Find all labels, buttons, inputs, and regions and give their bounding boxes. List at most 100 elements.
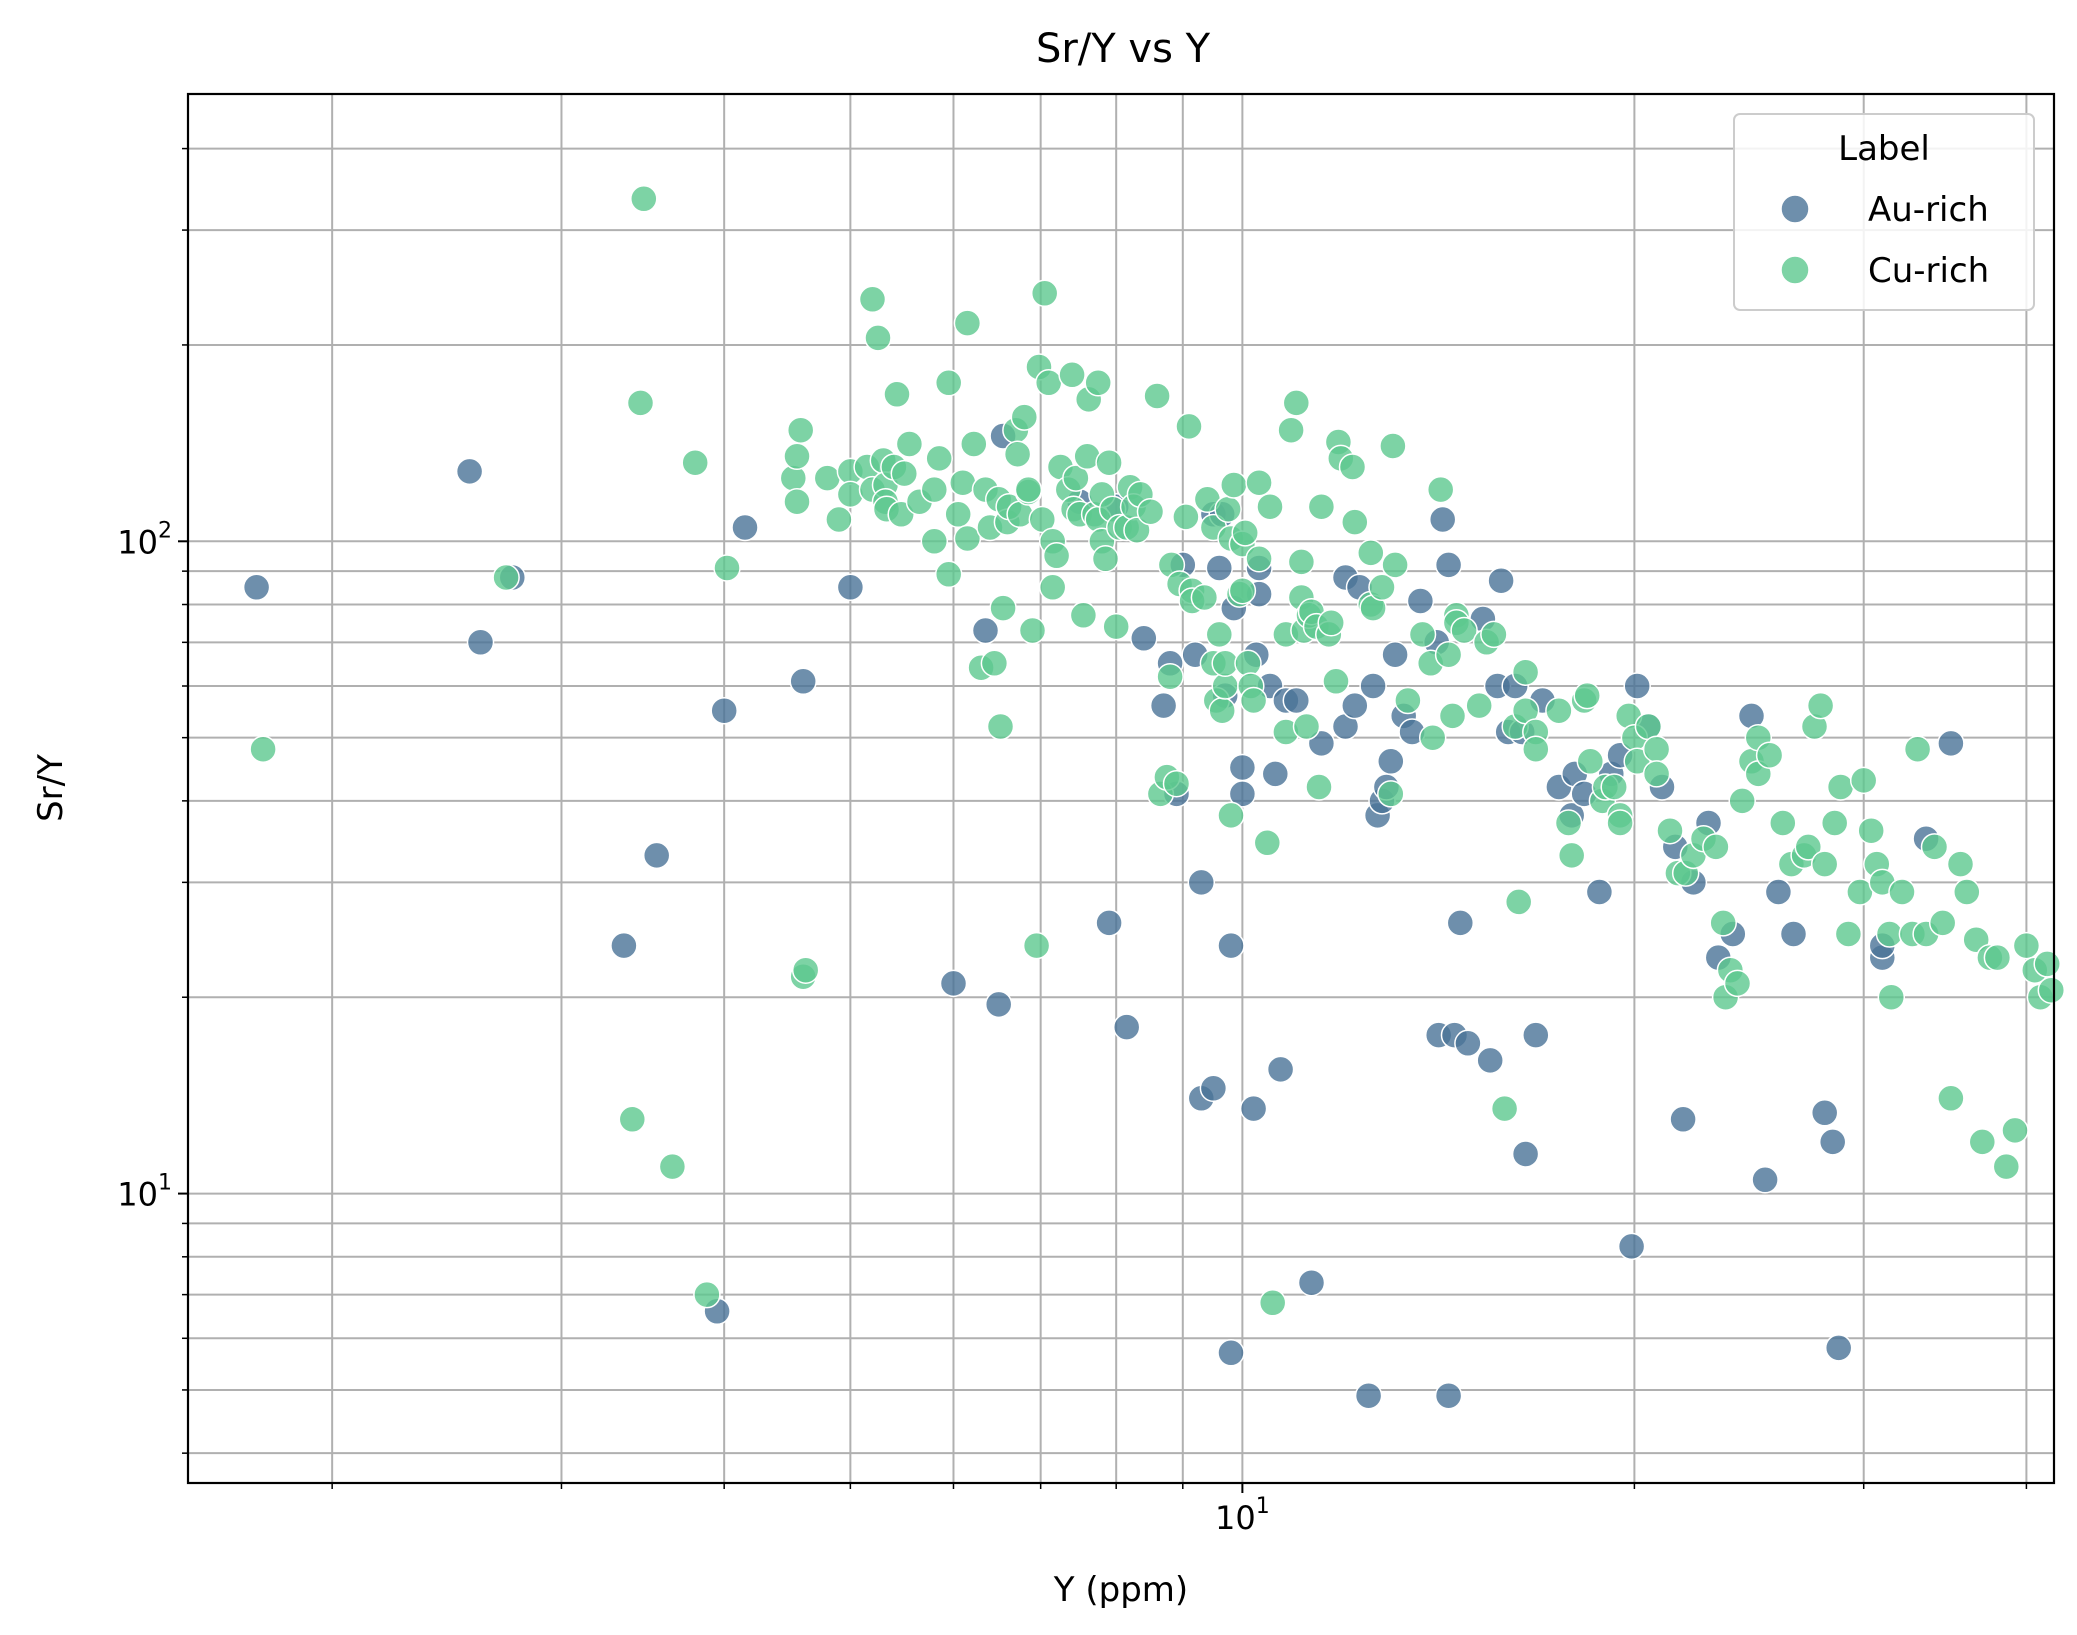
data-point <box>1728 787 1756 815</box>
legend-marker-cu-rich <box>1780 255 1810 285</box>
data-point <box>1920 833 1949 861</box>
data-point <box>944 500 972 529</box>
data-point <box>1545 696 1573 725</box>
data-point <box>1277 416 1305 444</box>
data-point <box>1928 909 1957 937</box>
data-point <box>1820 809 1849 837</box>
data-point <box>1062 464 1090 492</box>
data-point <box>1824 1334 1853 1362</box>
data-point <box>658 1152 687 1181</box>
data-point <box>1446 909 1475 937</box>
legend: Label Au-rich Cu-rich <box>1733 113 2035 311</box>
data-point <box>1341 508 1369 536</box>
data-point <box>1857 816 1885 845</box>
data-point <box>1256 492 1284 521</box>
data-point <box>1702 833 1730 861</box>
data-point <box>1946 850 1975 878</box>
data-point <box>1834 920 1863 948</box>
data-point <box>1381 640 1409 669</box>
data-point <box>1480 620 1508 649</box>
data-point <box>642 841 671 870</box>
data-point <box>1406 587 1435 615</box>
y-axis-label: Sr/Y <box>31 754 71 822</box>
data-point <box>1317 609 1345 637</box>
legend-label-au-rich: Au-rich <box>1868 190 1989 230</box>
data-point <box>934 560 963 589</box>
data-point <box>1511 1140 1540 1168</box>
x-axis-label: Y (ppm) <box>1053 1570 1188 1610</box>
data-point <box>1292 712 1321 741</box>
data-point <box>1642 735 1671 763</box>
data-point <box>1287 548 1316 576</box>
data-point <box>1220 471 1248 499</box>
data-point <box>1877 983 1906 1011</box>
data-point <box>455 457 484 486</box>
data-point <box>1205 554 1234 582</box>
data-point <box>883 380 911 409</box>
data-point <box>1764 878 1793 906</box>
data-point <box>1038 573 1067 602</box>
data-point <box>939 969 968 998</box>
data-point <box>1554 809 1583 837</box>
data-point <box>2012 931 2041 960</box>
data-point <box>1305 773 1333 801</box>
data-point <box>1434 640 1463 669</box>
data-point <box>1377 747 1405 776</box>
data-point <box>1014 475 1043 504</box>
data-point <box>1779 920 1808 948</box>
data-point <box>1297 1268 1326 1297</box>
legend-label-cu-rich: Cu-rich <box>1868 251 1989 291</box>
legend-marker-au-rich <box>1780 194 1810 224</box>
data-point <box>1408 620 1437 649</box>
data-point <box>1187 868 1216 897</box>
data-point <box>1258 1289 1287 1317</box>
legend-box <box>1733 113 2035 311</box>
data-point <box>1426 475 1455 504</box>
data-point <box>1228 753 1257 782</box>
data-point <box>731 513 759 542</box>
data-point <box>1239 686 1268 715</box>
data-point <box>858 285 887 314</box>
data-point <box>1091 545 1120 573</box>
data-point <box>953 524 982 553</box>
data-point <box>1022 931 1051 960</box>
data-point <box>710 696 738 725</box>
data-point <box>630 185 658 213</box>
data-point <box>1162 769 1191 798</box>
data-point <box>1381 551 1409 579</box>
plot-frame <box>186 92 2056 1485</box>
data-point <box>249 735 277 763</box>
data-point <box>1228 576 1257 605</box>
data-point <box>1010 403 1039 431</box>
data-point <box>1379 432 1407 460</box>
data-point <box>1806 691 1835 720</box>
data-point <box>1937 729 1965 758</box>
data-point <box>1307 492 1336 521</box>
data-point <box>1003 440 1032 468</box>
data-point <box>1338 453 1367 481</box>
axis-ticks: 101 101 102 <box>117 147 2028 1537</box>
data-point <box>618 1105 647 1134</box>
data-point <box>971 616 1000 645</box>
data-point <box>1217 801 1245 830</box>
data-point <box>1199 1074 1228 1103</box>
data-point <box>1968 1128 1997 1156</box>
data-point <box>836 573 865 602</box>
data-point <box>1130 624 1158 653</box>
data-point <box>1357 539 1385 567</box>
data-point <box>1606 809 1634 837</box>
data-point <box>1450 616 1478 645</box>
data-point <box>1261 760 1290 788</box>
data-point <box>1573 681 1601 710</box>
data-point <box>1826 773 1855 801</box>
data-point <box>1214 495 1242 523</box>
data-point <box>1282 389 1311 417</box>
data-point <box>1476 1046 1504 1075</box>
data-point <box>681 448 709 477</box>
data-point <box>1504 888 1533 916</box>
data-point <box>1600 773 1628 801</box>
data-point <box>1617 1232 1646 1261</box>
data-point <box>1266 1055 1295 1084</box>
data-point <box>1359 672 1387 700</box>
